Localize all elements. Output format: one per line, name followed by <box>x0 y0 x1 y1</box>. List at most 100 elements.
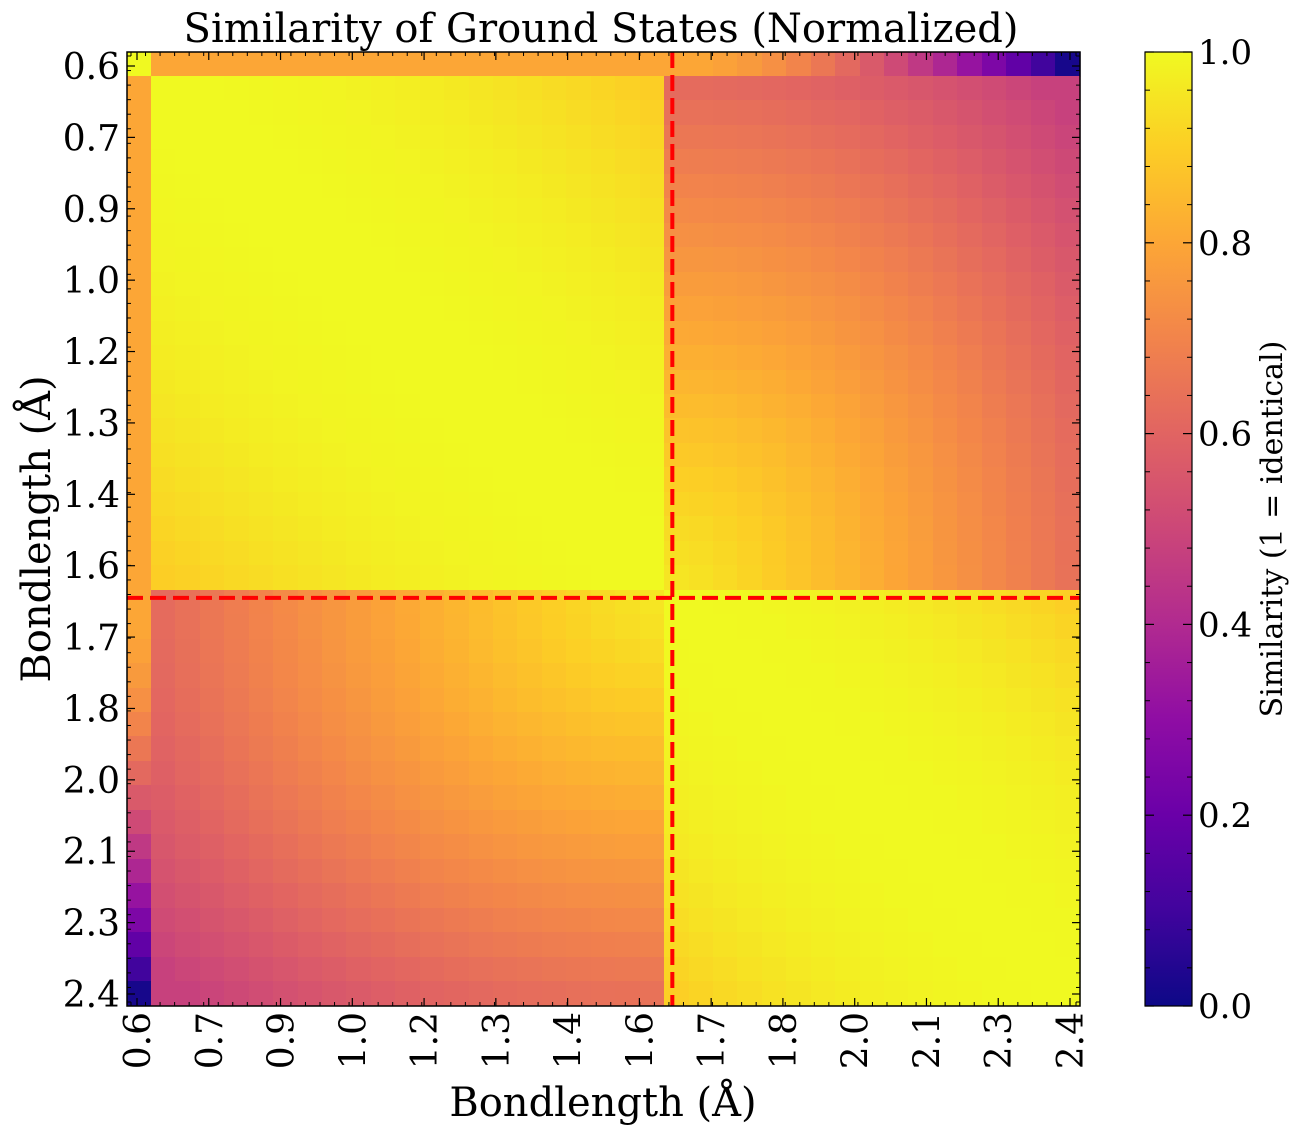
heatmap-cell <box>982 761 1007 786</box>
heatmap-cell <box>860 541 885 566</box>
heatmap-cell <box>493 785 518 811</box>
heatmap-cell <box>224 541 250 566</box>
heatmap-cell <box>982 247 1007 273</box>
heatmap-cell <box>175 345 201 371</box>
heatmap-cell <box>175 932 201 958</box>
heatmap-cell <box>689 981 714 1006</box>
heatmap-cell <box>933 125 958 150</box>
heatmap-cell <box>1006 52 1032 77</box>
heatmap-cell <box>127 100 152 126</box>
heatmap-cell <box>493 76 518 101</box>
heatmap-cell <box>249 174 274 199</box>
heatmap-cell <box>664 125 690 150</box>
heatmap-cell <box>175 467 201 493</box>
heatmap-cell <box>664 223 690 248</box>
heatmap-cell <box>1055 149 1081 175</box>
heatmap-cell <box>200 272 225 297</box>
heatmap-cell <box>151 639 176 664</box>
heatmap-cell <box>835 247 861 273</box>
heatmap-cell <box>298 908 323 933</box>
heatmap-cell <box>395 418 421 444</box>
heatmap-cell <box>322 712 347 737</box>
heatmap-cell <box>884 712 909 737</box>
heatmap-cell <box>200 688 225 713</box>
heatmap-cell <box>1006 296 1032 322</box>
heatmap-cell <box>835 785 861 811</box>
heatmap-cell <box>395 467 421 493</box>
heatmap-cell <box>884 859 909 884</box>
heatmap-cell <box>493 859 518 884</box>
heatmap-cell <box>493 932 518 958</box>
heatmap-cell <box>762 370 787 395</box>
heatmap-cell <box>127 272 152 297</box>
heatmap-cell <box>811 541 836 566</box>
heatmap-cell <box>420 761 445 786</box>
heatmap-cell <box>640 834 665 860</box>
heatmap-cell <box>517 516 543 542</box>
heatmap-cell <box>469 443 494 468</box>
y-axis: 0.60.70.91.01.21.31.41.61.71.82.02.12.32… <box>63 47 1080 1016</box>
heatmap-cell <box>1006 590 1032 615</box>
heatmap-cell <box>884 785 909 811</box>
heatmap-cell <box>713 712 738 737</box>
heatmap-cell <box>542 198 567 224</box>
heatmap-cell <box>1006 272 1032 297</box>
heatmap-cell <box>1031 516 1056 542</box>
heatmap-cell <box>444 639 470 664</box>
heatmap-cell <box>346 247 372 273</box>
heatmap-cell <box>469 957 494 982</box>
heatmap-cell <box>298 859 323 884</box>
heatmap-cell <box>444 443 470 468</box>
heatmap-cell <box>640 590 665 615</box>
heatmap-cell <box>713 394 738 419</box>
heatmap-cell <box>371 52 396 77</box>
x-tick-label: 0.6 <box>118 1012 159 1069</box>
heatmap-cell <box>346 125 372 150</box>
heatmap-cell <box>566 370 592 395</box>
heatmap-cell <box>542 149 567 175</box>
heatmap-cell <box>371 541 396 566</box>
heatmap-cell <box>566 957 592 982</box>
heatmap-cell <box>786 663 812 689</box>
heatmap-cell <box>664 149 690 175</box>
heatmap-cell <box>371 198 396 224</box>
heatmap-cell <box>1006 321 1032 346</box>
heatmap-cell <box>933 859 958 884</box>
heatmap-cell <box>200 467 225 493</box>
heatmap-cell <box>1031 100 1056 126</box>
heatmap-cell <box>175 516 201 542</box>
heatmap-cell <box>591 761 616 786</box>
heatmap-cell <box>493 981 518 1006</box>
heatmap-cell <box>444 957 470 982</box>
heatmap-cell <box>860 688 885 713</box>
heatmap-cell <box>1006 663 1032 689</box>
heatmap-cell <box>835 712 861 737</box>
heatmap-cell <box>713 52 738 77</box>
heatmap-cell <box>640 614 665 640</box>
heatmap-cell <box>469 639 494 664</box>
heatmap-cell <box>273 52 299 77</box>
heatmap-cell <box>395 223 421 248</box>
heatmap-cell <box>835 443 861 468</box>
heatmap-cell <box>395 639 421 664</box>
heatmap-cell <box>1031 541 1056 566</box>
heatmap-cell <box>469 761 494 786</box>
heatmap-cell <box>542 492 567 517</box>
heatmap-cell <box>1006 174 1032 199</box>
heatmap-cell <box>762 663 787 689</box>
heatmap-cell <box>811 712 836 737</box>
heatmap-cell <box>175 223 201 248</box>
heatmap-cell <box>737 370 763 395</box>
heatmap-cell <box>933 492 958 517</box>
heatmap-cell <box>469 418 494 444</box>
heatmap-cell <box>493 52 518 77</box>
heatmap-cell <box>1031 761 1056 786</box>
heatmap-cell <box>908 761 934 786</box>
heatmap-cell <box>982 370 1007 395</box>
heatmap-cell <box>469 859 494 884</box>
heatmap-cell <box>713 516 738 542</box>
heatmap-cell <box>689 149 714 175</box>
heatmap-cell <box>1006 908 1032 933</box>
heatmap-cell <box>322 565 347 591</box>
heatmap-cell <box>371 590 396 615</box>
